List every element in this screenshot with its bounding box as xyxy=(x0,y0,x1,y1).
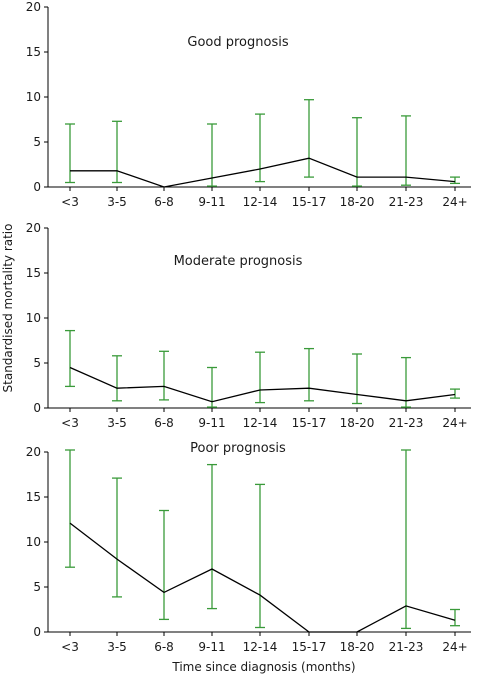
panel-3-smr-line xyxy=(69,522,456,633)
panel-3-xtick-label: 18-20 xyxy=(340,640,375,654)
panel-2-xtick-label: 21-23 xyxy=(389,416,424,430)
panel-3-ytick-label: 0 xyxy=(33,625,41,639)
panel-2-xtick-label: 12-14 xyxy=(243,416,278,430)
panel-3-ytick-label: 5 xyxy=(33,580,41,594)
panel-1-xtick-label: 24+ xyxy=(442,195,467,209)
panel-2-title: Moderate prognosis xyxy=(174,254,303,269)
panel-3-ytick-label: 15 xyxy=(26,490,41,504)
panel-3-ytick-label: 20 xyxy=(26,445,41,459)
panel-1-xtick-label: 6-8 xyxy=(154,195,174,209)
panel-3-xtick-label: 21-23 xyxy=(389,640,424,654)
panels: 0 5 10 15 20 <3 3-5 6-8 9-11 12-14 15-17 18-20 21-23… xyxy=(26,0,471,654)
panel-1-ytick-label: 15 xyxy=(26,45,41,59)
panel-3-xtick-label: 24+ xyxy=(442,640,467,654)
panel-3-xtick-label: 9-11 xyxy=(198,640,225,654)
panel-2-ytick-label: 10 xyxy=(26,311,41,325)
panel-2-xtick-label: 24+ xyxy=(442,416,467,430)
panel-3-xtick-label: 15-17 xyxy=(292,640,327,654)
y-axis-label: Standardised mortality ratio xyxy=(1,224,15,393)
panel-3-title: Poor prognosis xyxy=(190,441,286,456)
panel-2-xtick-label: 6-8 xyxy=(154,416,174,430)
panel-2-xtick-label: 15-17 xyxy=(292,416,327,430)
panel-2-xtick-label: 18-20 xyxy=(340,416,375,430)
panel-1-xtick-label: 12-14 xyxy=(243,195,278,209)
panel-2-xtick-label: <3 xyxy=(61,416,79,430)
panel-1-xtick-label: 21-23 xyxy=(389,195,424,209)
panel-3-ytick-label: 10 xyxy=(26,535,41,549)
panel-1-xtick-label: 3-5 xyxy=(107,195,127,209)
panel-2-ytick-label: 15 xyxy=(26,266,41,280)
panel-3-xtick-label: 12-14 xyxy=(243,640,278,654)
panel-2: 0 5 10 15 20 <3 3-5 6-8 9-11 12-14 15-17 18-20 21-23… xyxy=(26,221,471,430)
panel-1-title: Good prognosis xyxy=(187,35,288,50)
x-axis-label: Time since diagnosis (months) xyxy=(171,660,355,674)
panel-1-smr-line xyxy=(70,157,456,188)
panel-1-xtick-label: 9-11 xyxy=(198,195,225,209)
panel-2-smr-line xyxy=(69,366,456,403)
panel-1: 0 5 10 15 20 <3 3-5 6-8 9-11 12-14 15-17 18-20 21-23… xyxy=(26,0,471,209)
panel-2-ytick-label: 0 xyxy=(33,401,41,415)
panel-3-xtick-label: 3-5 xyxy=(107,640,127,654)
panel-1-xtick-label: 15-17 xyxy=(292,195,327,209)
panel-3-xtick-label: 6-8 xyxy=(154,640,174,654)
panel-2-ytick-label: 20 xyxy=(26,221,41,235)
panel-1-ytick-label: 10 xyxy=(26,90,41,104)
panel-1-xtick-label: <3 xyxy=(61,195,79,209)
panel-1-ytick-label: 20 xyxy=(26,0,41,14)
panel-1-ytick-label: 0 xyxy=(33,180,41,194)
panel-2-xtick-label: 3-5 xyxy=(107,416,127,430)
panel-1-xtick-label: 18-20 xyxy=(340,195,375,209)
panel-2-ytick-label: 5 xyxy=(33,356,41,370)
panel-3: 0 5 10 15 20 <3 3-5 6-8 9-11 12-14 15-17 18-20 21-23… xyxy=(26,441,471,654)
panel-1-ytick-label: 5 xyxy=(33,135,41,149)
panel-2-xtick-label: 9-11 xyxy=(198,416,225,430)
panel-3-xtick-label: <3 xyxy=(61,640,79,654)
